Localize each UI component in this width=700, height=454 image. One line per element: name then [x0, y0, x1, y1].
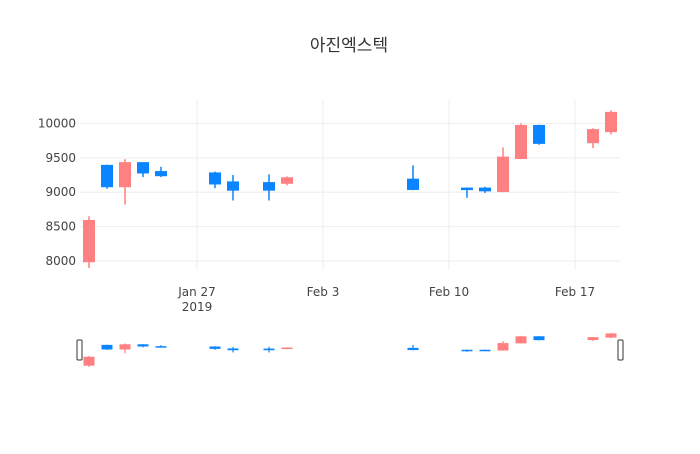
- candle[interactable]: [227, 175, 239, 201]
- candle[interactable]: [119, 159, 131, 205]
- range-slider[interactable]: [76, 333, 624, 367]
- candle[interactable]: [461, 187, 473, 198]
- range-slider-left-handle[interactable]: [76, 339, 83, 361]
- candle[interactable]: [605, 110, 617, 135]
- slider-candle-body: [515, 336, 527, 344]
- candle[interactable]: [101, 164, 113, 189]
- candle[interactable]: [479, 186, 491, 193]
- slider-candle-body: [281, 347, 293, 350]
- candle-body: [407, 178, 419, 190]
- slider-candle: [209, 346, 221, 350]
- candle-body: [281, 177, 293, 184]
- candle-body: [263, 182, 275, 191]
- y-tick-label: 9500: [45, 151, 76, 165]
- candle-body: [515, 124, 527, 160]
- candle[interactable]: [497, 147, 509, 193]
- slider-candle-body: [497, 343, 509, 351]
- slider-candle: [479, 349, 491, 352]
- chart-title: 아진엑스텍: [310, 36, 388, 56]
- slider-candle-body: [137, 344, 149, 347]
- candle-body: [605, 111, 617, 133]
- candle[interactable]: [587, 128, 599, 149]
- y-tick-label: 9000: [45, 185, 76, 199]
- x-tick-label: Feb 10: [429, 285, 469, 299]
- candle-body: [155, 171, 167, 177]
- slider-candle: [515, 335, 527, 344]
- slider-candle: [533, 336, 545, 341]
- slider-candle: [83, 355, 95, 367]
- candle[interactable]: [515, 123, 527, 160]
- slider-candle-body: [83, 356, 95, 366]
- slider-candle-body: [263, 348, 275, 351]
- y-tick-label: 8000: [45, 254, 76, 268]
- slider-candle: [407, 344, 419, 351]
- slider-candle-body: [533, 336, 545, 341]
- slider-candle-body: [101, 344, 113, 350]
- candle-body: [497, 156, 509, 193]
- slider-candle-body: [119, 344, 131, 350]
- candle-body: [227, 181, 239, 191]
- candle[interactable]: [209, 171, 221, 189]
- slider-candle-body: [461, 349, 473, 352]
- grid-layer: [80, 100, 620, 270]
- slider-candle-body: [605, 333, 617, 338]
- candle[interactable]: [407, 165, 419, 191]
- candle[interactable]: [281, 176, 293, 186]
- x-tick-label: Jan 27: [177, 285, 216, 299]
- slider-candle: [263, 346, 275, 353]
- slider-candle: [155, 345, 167, 348]
- slider-candle: [281, 347, 293, 350]
- slider-candle-body: [407, 347, 419, 351]
- candle[interactable]: [533, 124, 545, 145]
- slider-candle: [587, 336, 599, 342]
- candle[interactable]: [83, 216, 95, 268]
- candle-body: [119, 162, 131, 188]
- x-tick-sublabel: 2019: [182, 300, 213, 314]
- slider-candle: [497, 341, 509, 351]
- x-tick-label: Feb 17: [555, 285, 595, 299]
- slider-candle: [461, 349, 473, 352]
- candle-body: [461, 187, 473, 191]
- range-slider-right-handle[interactable]: [617, 339, 624, 361]
- candle[interactable]: [263, 174, 275, 201]
- candle[interactable]: [155, 166, 167, 178]
- slider-candle-body: [587, 337, 599, 340]
- candle-body: [137, 162, 149, 174]
- slider-candle: [605, 333, 617, 339]
- slider-candle-body: [209, 346, 221, 349]
- candle-body: [587, 129, 599, 144]
- candle-body: [533, 124, 545, 144]
- x-tick-label: Feb 3: [307, 285, 340, 299]
- candle-body: [209, 172, 221, 185]
- slider-candle: [227, 346, 239, 353]
- y-tick-label: 10000: [38, 116, 76, 130]
- candle[interactable]: [137, 162, 149, 178]
- slider-candle: [119, 343, 131, 354]
- candles-layer[interactable]: [83, 110, 617, 268]
- slider-candle-body: [227, 348, 239, 351]
- candle-body: [479, 187, 491, 192]
- y-tick-label: 8500: [45, 220, 76, 234]
- y-axis: 8000 8500 9000 9500 10000: [38, 116, 76, 268]
- slider-candle: [137, 344, 149, 348]
- candle-body: [83, 219, 95, 263]
- slider-candle: [101, 344, 113, 350]
- slider-candle-body: [155, 346, 167, 348]
- candle-body: [101, 164, 113, 188]
- slider-candle-body: [479, 349, 491, 352]
